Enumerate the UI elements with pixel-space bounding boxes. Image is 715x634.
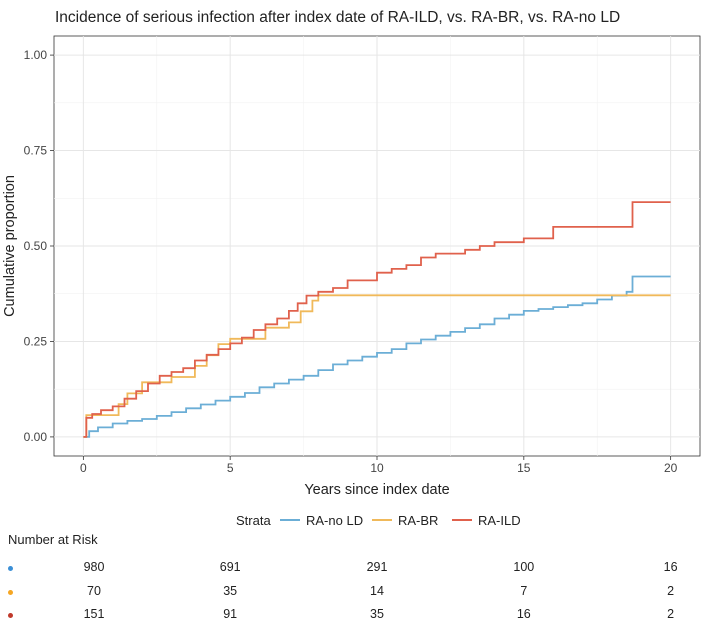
x-axis-label: Years since index date: [304, 482, 449, 498]
risk-value: 70: [87, 584, 101, 598]
legend-label: RA-BR: [398, 513, 438, 528]
risk-row: 151 91 35 16 2: [0, 607, 715, 625]
y-tick-label: 0.00: [24, 430, 48, 444]
risk-value: 980: [83, 560, 105, 574]
risk-value: 16: [663, 560, 678, 574]
risk-row: 70 35 14 7 2: [0, 584, 715, 602]
grid: [54, 36, 700, 456]
risk-value: 14: [370, 584, 384, 598]
risk-value: 691: [219, 560, 241, 574]
risk-value: 2: [667, 607, 675, 621]
risk-value: 35: [370, 607, 384, 621]
risk-value: 16: [516, 607, 531, 621]
risk-row-marker: [8, 613, 13, 618]
x-tick-label: 0: [80, 461, 87, 475]
risk-row-marker: [8, 590, 13, 595]
legend: Strata RA-no LD RA-BR RA-ILD: [236, 513, 521, 528]
risk-value: 100: [513, 560, 535, 574]
x-tick-label: 15: [517, 461, 531, 475]
chart-svg: Incidence of serious infection after ind…: [2, 9, 701, 528]
axes: 0 5 10 15 20 0.00 0.25 0.50 0.75 1.00: [24, 48, 678, 475]
legend-label: RA-no LD: [306, 513, 363, 528]
legend-title: Strata: [236, 513, 271, 528]
x-tick-label: 20: [664, 461, 678, 475]
risk-value: 35: [223, 584, 238, 598]
y-tick-label: 0.50: [24, 239, 48, 253]
risk-value: 151: [83, 607, 105, 621]
risk-table-title: Number at Risk: [8, 532, 98, 547]
risk-row: 980 691 291 100 16: [0, 560, 715, 578]
risk-value: 291: [366, 560, 388, 574]
y-tick-label: 1.00: [24, 48, 48, 62]
chart-title: Incidence of serious infection after ind…: [55, 9, 620, 26]
risk-row-marker: [8, 566, 13, 571]
risk-value: 2: [667, 584, 675, 598]
series-line-ra-ild: [83, 201, 671, 438]
series-lines: [83, 201, 671, 438]
x-tick-label: 5: [227, 461, 234, 475]
risk-value: 91: [223, 607, 238, 621]
x-tick-label: 10: [370, 461, 384, 475]
risk-value: 7: [520, 584, 528, 598]
y-tick-label: 0.75: [24, 144, 48, 158]
y-axis-label: Cumulative proportion: [2, 175, 18, 317]
legend-label: RA-ILD: [478, 513, 521, 528]
y-tick-label: 0.25: [24, 334, 48, 348]
series-line-ra-no-ld: [83, 275, 671, 438]
